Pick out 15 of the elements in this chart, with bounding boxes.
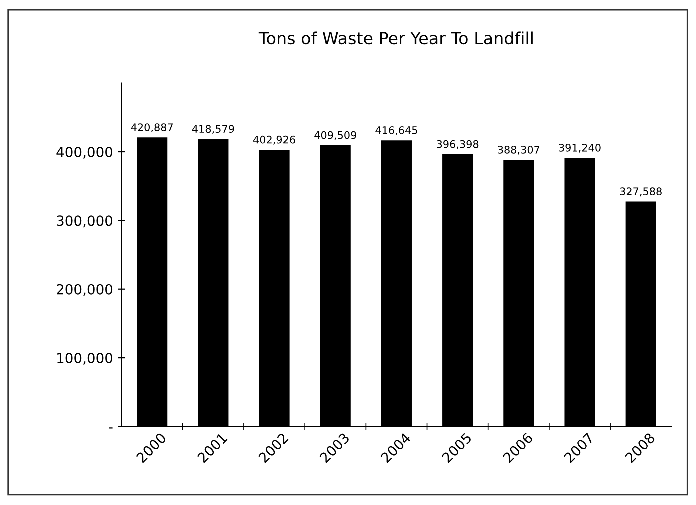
data-label: 418,579 xyxy=(192,125,234,134)
y-tick-label: 400,000 xyxy=(56,146,113,159)
y-tick-label: 200,000 xyxy=(57,284,113,296)
y-tick-label: 300,000 xyxy=(57,216,113,228)
data-label: 327,588 xyxy=(620,188,662,197)
data-label: 396,398 xyxy=(437,140,479,150)
y-tick-label: 100,000 xyxy=(58,353,113,365)
chart-title: Tons of Waste Per Year To Landfill xyxy=(258,32,533,45)
data-label: 388,307 xyxy=(498,146,540,155)
data-label: 416,645 xyxy=(376,126,418,136)
data-label: 420,887 xyxy=(131,124,173,133)
data-label: 409,509 xyxy=(314,131,356,140)
data-label: 391,240 xyxy=(559,144,601,153)
data-label: 402,926 xyxy=(254,136,296,145)
y-tick-label: - xyxy=(109,428,113,429)
